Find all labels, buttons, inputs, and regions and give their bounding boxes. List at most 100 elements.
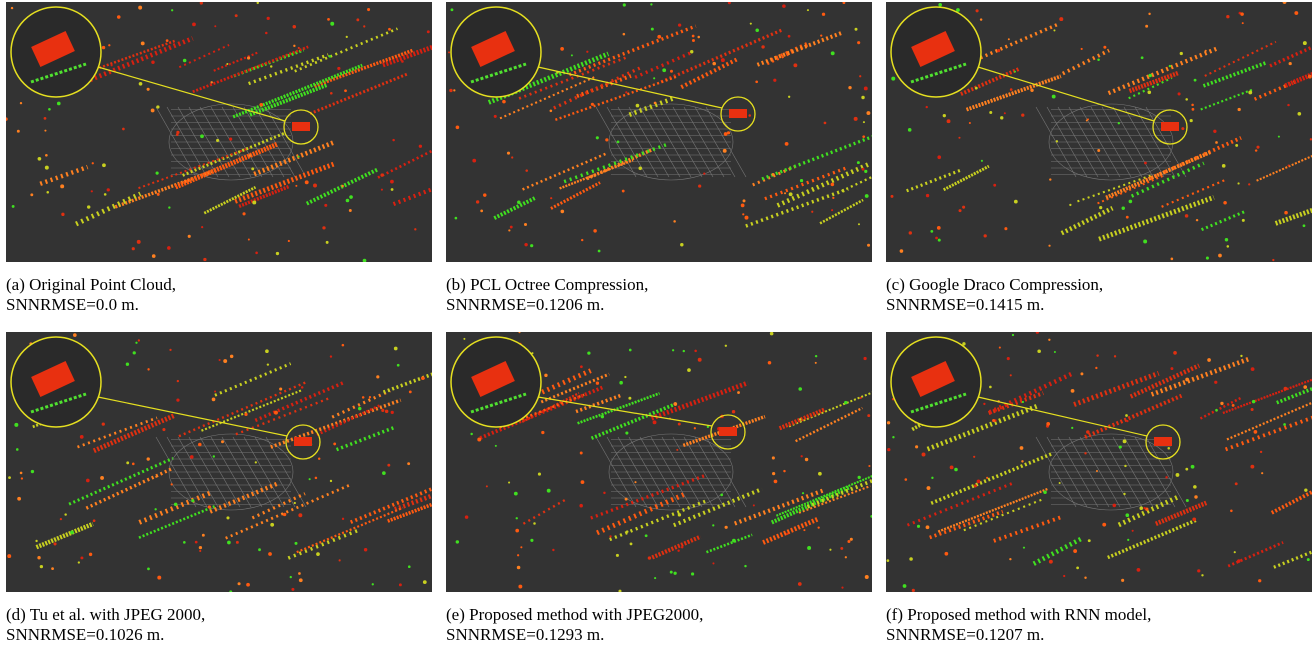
- point: [1059, 482, 1061, 484]
- point: [824, 122, 827, 125]
- point: [1227, 245, 1230, 248]
- caption: (d) Tu et al. with JPEG 2000,SNNRMSE=0.1…: [6, 605, 432, 645]
- point: [867, 414, 870, 417]
- point: [789, 192, 793, 196]
- point: [1234, 551, 1236, 553]
- point: [1232, 404, 1235, 407]
- point: [768, 361, 772, 365]
- point: [147, 368, 149, 370]
- point: [1185, 468, 1188, 471]
- point: [53, 542, 56, 545]
- point: [268, 552, 272, 556]
- point: [598, 250, 601, 253]
- point: [133, 351, 136, 354]
- point: [73, 333, 77, 337]
- point: [753, 504, 755, 506]
- point: [1235, 144, 1238, 147]
- target-object: [292, 122, 310, 131]
- point: [192, 23, 196, 27]
- point: [591, 103, 594, 106]
- point: [1004, 227, 1007, 230]
- point: [221, 440, 224, 443]
- point: [327, 18, 330, 21]
- point: [1237, 182, 1239, 184]
- point: [593, 229, 596, 232]
- point: [249, 154, 252, 157]
- point: [1096, 470, 1098, 472]
- point: [517, 566, 521, 570]
- point: [1190, 119, 1193, 122]
- point: [390, 180, 394, 184]
- point-cloud-image: [6, 2, 432, 262]
- point: [831, 183, 835, 187]
- point: [712, 62, 716, 66]
- point: [293, 45, 295, 47]
- point: [984, 234, 987, 237]
- point: [188, 235, 191, 238]
- point: [1215, 409, 1218, 412]
- point: [586, 51, 588, 53]
- point: [831, 209, 833, 211]
- point: [841, 587, 843, 589]
- point: [93, 519, 96, 522]
- point: [601, 415, 604, 418]
- point: [176, 399, 179, 402]
- point: [670, 571, 673, 574]
- point: [1126, 420, 1128, 422]
- point: [330, 480, 332, 482]
- point: [156, 172, 159, 175]
- point: [727, 131, 730, 134]
- point: [141, 41, 145, 45]
- point: [822, 13, 825, 16]
- point: [198, 443, 202, 447]
- point: [322, 226, 325, 229]
- point: [1185, 214, 1189, 218]
- point: [267, 363, 269, 365]
- point: [104, 193, 107, 196]
- point: [587, 351, 590, 354]
- point: [80, 435, 84, 439]
- point: [859, 75, 861, 77]
- point: [126, 461, 129, 464]
- point: [530, 539, 533, 542]
- point: [456, 540, 459, 543]
- point: [7, 554, 11, 558]
- point: [470, 433, 472, 435]
- point: [732, 410, 735, 413]
- point: [102, 163, 106, 167]
- point: [1048, 339, 1050, 341]
- point: [283, 513, 286, 516]
- point: [1194, 495, 1197, 498]
- point: [571, 54, 573, 56]
- point: [1226, 15, 1229, 18]
- point: [1021, 113, 1024, 116]
- point: [247, 56, 250, 59]
- point: [507, 152, 510, 155]
- point: [944, 552, 948, 556]
- point: [155, 476, 157, 478]
- point: [330, 92, 333, 95]
- point: [863, 357, 866, 360]
- caption-label: (f) Proposed method with RNN model,: [886, 605, 1312, 625]
- point: [847, 540, 850, 543]
- point: [937, 155, 941, 159]
- point: [1173, 351, 1177, 355]
- point: [653, 420, 657, 424]
- point: [673, 402, 677, 406]
- point: [1176, 473, 1180, 477]
- point: [617, 140, 620, 143]
- point: [299, 578, 303, 582]
- point: [993, 184, 996, 187]
- point: [177, 380, 179, 382]
- target-object: [729, 109, 747, 118]
- point: [1237, 559, 1241, 563]
- panel: (d) Tu et al. with JPEG 2000,SNNRMSE=0.1…: [6, 332, 432, 645]
- point: [89, 553, 92, 556]
- point: [560, 47, 564, 51]
- point: [394, 347, 398, 351]
- caption: (f) Proposed method with RNN model,SNNRM…: [886, 605, 1312, 645]
- point: [1008, 38, 1010, 40]
- point: [326, 241, 329, 244]
- point: [251, 167, 254, 170]
- point: [156, 105, 159, 108]
